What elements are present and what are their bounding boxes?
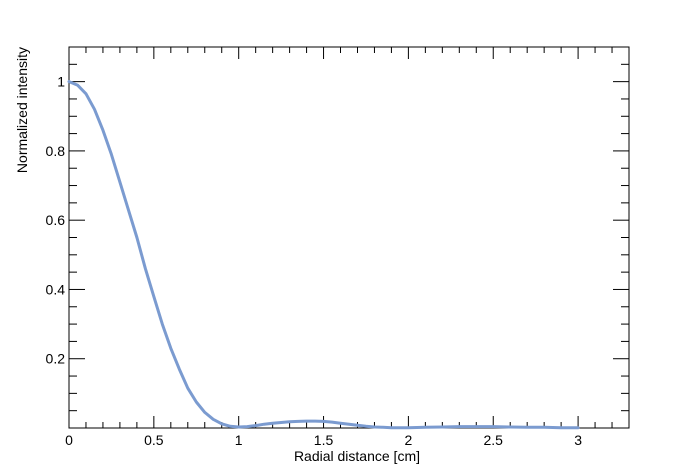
y-tick-label: 1 — [57, 74, 65, 90]
axis-ticks — [68, 46, 630, 428]
x-tick-label: 2 — [404, 432, 412, 448]
x-tick-label: 0 — [65, 432, 73, 448]
x-tick-label: 0.5 — [144, 432, 164, 448]
y-tick-label: 0.4 — [46, 281, 66, 297]
x-tick-label: 1 — [235, 432, 243, 448]
y-tick-label: 0.6 — [46, 212, 66, 228]
series-layer — [67, 80, 580, 430]
plot-frame — [68, 46, 630, 429]
x-tick-label: 2.5 — [484, 432, 504, 448]
x-axis-title: Radial distance [cm] — [294, 448, 420, 464]
intensity-series-line — [67, 80, 580, 430]
y-axis-title: Normalized intensity — [14, 47, 30, 173]
y-tick-label: 0.8 — [46, 143, 66, 159]
x-tick-label: 3 — [574, 432, 582, 448]
y-tick-label: 0.2 — [46, 351, 66, 367]
axis-tick-labels: 0 0.5 1 1.5 2 2.5 3 0.2 0.4 0.6 0.8 1 — [46, 74, 583, 448]
x-tick-label: 1.5 — [314, 432, 334, 448]
